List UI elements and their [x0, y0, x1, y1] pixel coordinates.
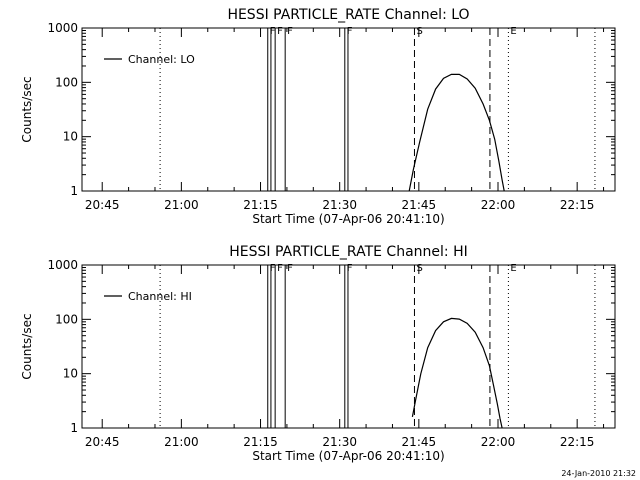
x-tick-label: 21:00: [164, 198, 199, 212]
event-marker-label: F: [270, 263, 276, 274]
event-marker-label: S: [416, 263, 422, 274]
y-tick-label: 1000: [47, 21, 78, 35]
y-tick-label: 1000: [47, 258, 78, 272]
plot-frame: [81, 27, 616, 192]
plot-frame: [81, 264, 616, 429]
plot-channel-lo: HESSI PARTICLE_RATE Channel: LO Counts/se…: [20, 7, 616, 226]
y-tick-label: 10: [63, 367, 78, 381]
y-tick-label: 100: [55, 75, 78, 89]
x-axis-label: Start Time (07-Apr-06 20:41:10): [252, 449, 444, 463]
event-marker-label: F: [347, 263, 353, 274]
event-marker-label: F: [270, 26, 276, 37]
x-tick-label: 21:00: [164, 435, 199, 449]
y-tick-label: 1: [70, 184, 78, 198]
x-tick-label: 20:45: [85, 435, 120, 449]
x-tick-label: 22:00: [481, 435, 516, 449]
x-tick-label: 21:45: [402, 198, 437, 212]
x-axis-label: Start Time (07-Apr-06 20:41:10): [252, 212, 444, 226]
y-tick-label: 100: [55, 312, 78, 326]
x-tick-label: 21:15: [243, 435, 278, 449]
x-tick-label: 21:30: [322, 198, 357, 212]
x-tick-label: 22:15: [560, 435, 595, 449]
event-marker-label: F: [277, 26, 283, 37]
event-marker-label: F: [347, 26, 353, 37]
event-marker-label: E: [510, 26, 516, 37]
x-tick-label: 22:00: [481, 198, 516, 212]
chart-title: HESSI PARTICLE_RATE Channel: LO: [227, 7, 469, 23]
x-tick-label: 21:30: [322, 435, 357, 449]
y-tick-label: 10: [63, 130, 78, 144]
series-line-channel-hi: [411, 317, 503, 429]
event-marker-label: S: [416, 26, 422, 37]
x-tick-label: 21:45: [402, 435, 437, 449]
event-marker-label: F: [287, 26, 293, 37]
chart-title: HESSI PARTICLE_RATE Channel: HI: [229, 244, 467, 260]
event-marker-label: F: [277, 263, 283, 274]
event-marker-label: F: [287, 263, 293, 274]
legend-label: Channel: HI: [128, 290, 192, 303]
event-marker-label: E: [510, 263, 516, 274]
x-tick-label: 22:15: [560, 198, 595, 212]
y-axis-label: Counts/sec: [20, 76, 34, 142]
plot-channel-hi: HESSI PARTICLE_RATE Channel: HI Counts/se…: [20, 244, 616, 463]
footer-timestamp: 24-Jan-2010 21:32: [561, 469, 636, 478]
series-line-channel-lo: [408, 73, 505, 192]
x-tick-label: 20:45: [85, 198, 120, 212]
legend-label: Channel: LO: [128, 53, 195, 66]
y-axis-label: Counts/sec: [20, 313, 34, 379]
x-tick-label: 21:15: [243, 198, 278, 212]
y-tick-label: 1: [70, 421, 78, 435]
